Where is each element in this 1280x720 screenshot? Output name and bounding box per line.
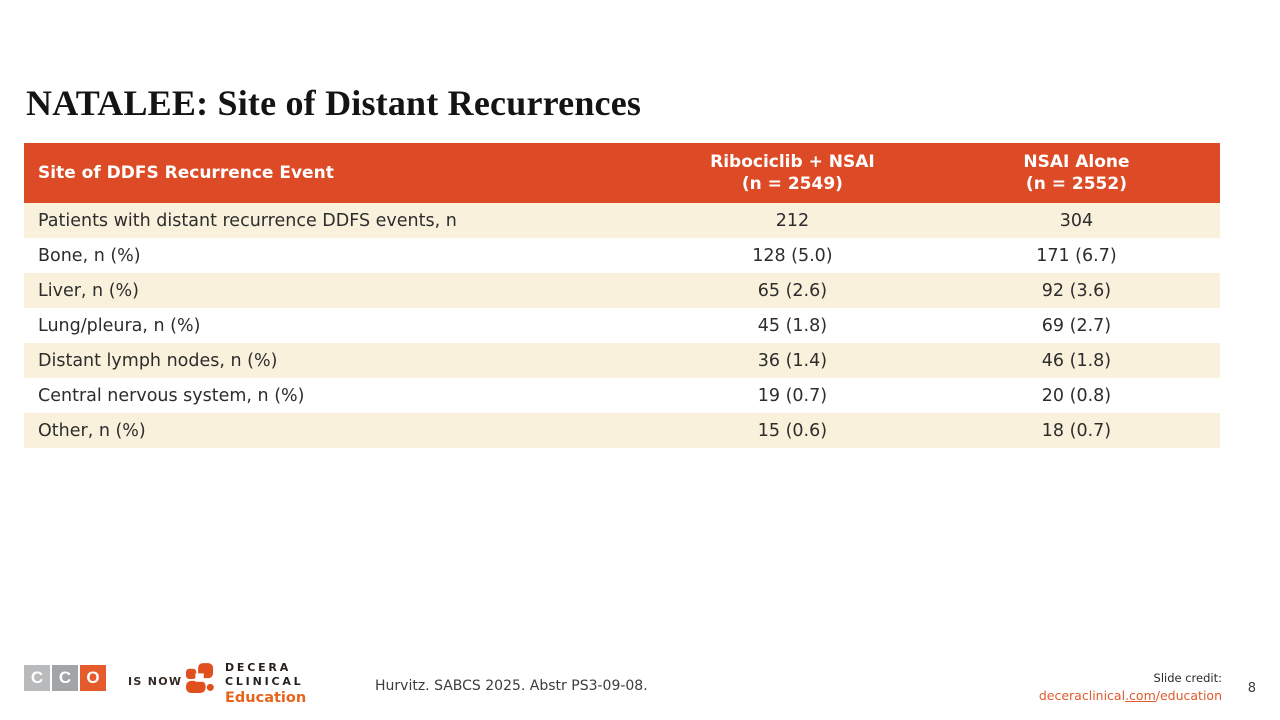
row-value-nsai: 92 (3.6) bbox=[1041, 280, 1112, 301]
slide-credit-label: Slide credit: bbox=[1153, 671, 1222, 685]
row-value-ribociclib: 15 (0.6) bbox=[757, 420, 828, 441]
table-header-site: Site of DDFS Recurrence Event bbox=[38, 163, 334, 183]
cco-logo-letter: O bbox=[80, 665, 106, 691]
row-label: Liver, n (%) bbox=[38, 280, 139, 301]
cco-logo-letter: C bbox=[52, 665, 78, 691]
row-value-ribociclib: 128 (5.0) bbox=[752, 245, 833, 266]
row-value-nsai: 46 (1.8) bbox=[1041, 350, 1112, 371]
table-row: Distant lymph nodes, n (%) 36 (1.4) 46 (… bbox=[24, 343, 1220, 378]
recurrence-table: Site of DDFS Recurrence Event Ribociclib… bbox=[24, 143, 1220, 448]
table-row: Bone, n (%) 128 (5.0) 171 (6.7) bbox=[24, 238, 1220, 273]
table-header-row: Site of DDFS Recurrence Event Ribociclib… bbox=[24, 143, 1220, 203]
table-row: Lung/pleura, n (%) 45 (1.8) 69 (2.7) bbox=[24, 308, 1220, 343]
table-header-ribociclib: Ribociclib + NSAI (n = 2549) bbox=[710, 151, 875, 194]
page-title: NATALEE: Site of Distant Recurrences bbox=[26, 83, 642, 124]
is-now-label: IS NOW bbox=[128, 675, 183, 688]
row-value-nsai: 171 (6.7) bbox=[1036, 245, 1117, 266]
slide-credit: Slide credit: deceraclinical.com/educati… bbox=[1039, 671, 1222, 705]
cco-logo: C C O bbox=[24, 665, 106, 691]
table-row: Other, n (%) 15 (0.6) 18 (0.7) bbox=[24, 413, 1220, 448]
row-value-nsai: 69 (2.7) bbox=[1041, 315, 1112, 336]
table-row: Liver, n (%) 65 (2.6) 92 (3.6) bbox=[24, 273, 1220, 308]
page-number: 8 bbox=[1247, 681, 1256, 696]
cco-logo-letter: C bbox=[24, 665, 50, 691]
row-value-ribociclib: 212 bbox=[775, 210, 810, 231]
slide-credit-link[interactable]: deceraclinical.com/education bbox=[1038, 688, 1222, 704]
row-value-ribociclib: 19 (0.7) bbox=[757, 385, 828, 406]
row-label: Lung/pleura, n (%) bbox=[38, 315, 201, 336]
row-value-nsai: 20 (0.8) bbox=[1041, 385, 1112, 406]
row-label: Bone, n (%) bbox=[38, 245, 141, 266]
row-value-ribociclib: 65 (2.6) bbox=[757, 280, 828, 301]
row-label: Patients with distant recurrence DDFS ev… bbox=[38, 210, 457, 231]
row-value-ribociclib: 36 (1.4) bbox=[757, 350, 828, 371]
decera-clinical-logo: DECERA CLINICAL Education bbox=[186, 661, 306, 706]
row-value-nsai: 304 bbox=[1059, 210, 1094, 231]
decera-logo-text: DECERA CLINICAL Education bbox=[225, 661, 307, 706]
table-row: Central nervous system, n (%) 19 (0.7) 2… bbox=[24, 378, 1220, 413]
table-row: Patients with distant recurrence DDFS ev… bbox=[24, 203, 1220, 238]
row-label: Central nervous system, n (%) bbox=[38, 385, 305, 406]
row-label: Other, n (%) bbox=[38, 420, 146, 441]
decera-logo-icon bbox=[186, 661, 214, 701]
citation-reference: Hurvitz. SABCS 2025. Abstr PS3-09-08. bbox=[375, 678, 648, 694]
row-value-nsai: 18 (0.7) bbox=[1041, 420, 1112, 441]
row-value-ribociclib: 45 (1.8) bbox=[757, 315, 828, 336]
table-header-nsai: NSAI Alone (n = 2552) bbox=[1023, 151, 1130, 194]
row-label: Distant lymph nodes, n (%) bbox=[38, 350, 278, 371]
